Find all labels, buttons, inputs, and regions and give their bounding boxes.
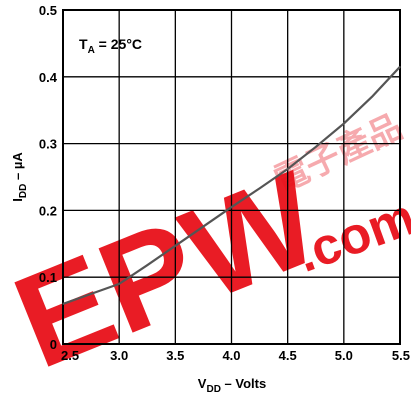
data-point [174, 245, 176, 247]
x-tick-label: 3.0 [110, 348, 128, 363]
y-tick-label: 0.1 [39, 270, 57, 285]
y-tick-label: 0 [50, 337, 57, 352]
data-point [343, 122, 345, 125]
series-points [62, 66, 401, 305]
y-tick-labels: 0 0.1 0.2 0.3 0.4 0.5 [39, 3, 58, 352]
data-point [118, 283, 120, 285]
y-tick-label: 0.3 [39, 137, 57, 152]
data-point [146, 264, 148, 266]
y-tick-label: 0.5 [39, 3, 57, 18]
data-point [258, 187, 261, 189]
y-tick-label: 0.2 [39, 203, 57, 218]
data-point [202, 225, 205, 228]
data-point [287, 168, 289, 170]
x-tick-label: 2.5 [61, 348, 79, 363]
data-point [62, 303, 64, 305]
x-tick-label: 4.0 [222, 348, 240, 363]
x-tick-label: 5.0 [335, 348, 353, 363]
data-point [371, 96, 373, 98]
temperature-annotation: TA = 25°C [79, 36, 142, 56]
data-point [90, 293, 92, 295]
y-axis-label: IDD – µA [10, 152, 29, 202]
x-axis-label: VDD – Volts [198, 376, 266, 394]
watermark-com: .com [289, 188, 411, 284]
grid [63, 10, 400, 344]
plot-frame [62, 9, 401, 345]
x-tick-labels: 2.5 3.0 3.5 4.0 4.5 5.0 5.5 [61, 348, 410, 363]
watermark-cjk: 電子產品 [268, 107, 408, 201]
y-tick-label: 0.4 [39, 70, 58, 85]
x-tick-label: 3.5 [166, 348, 184, 363]
x-tick-label: 4.5 [279, 348, 297, 363]
data-point [230, 206, 233, 208]
data-point [315, 146, 317, 148]
x-tick-label: 5.5 [392, 348, 410, 363]
data-point [399, 66, 401, 68]
